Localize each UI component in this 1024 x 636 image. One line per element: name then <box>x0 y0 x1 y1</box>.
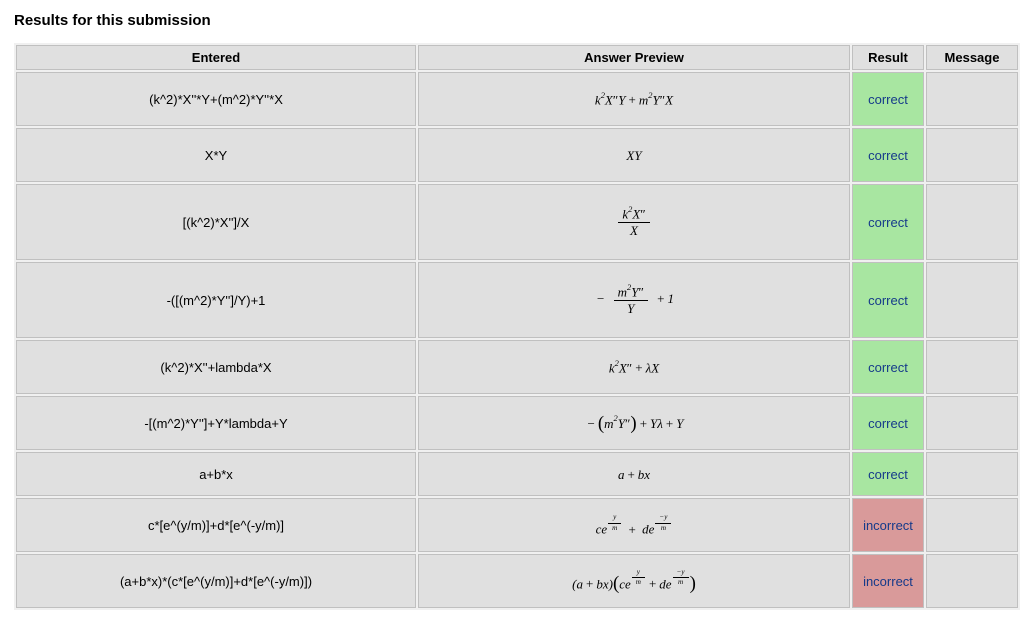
table-header-row: Entered Answer Preview Result Message <box>16 45 1018 70</box>
preview-cell: (a+bx)(ceym+de−ym) <box>418 554 850 608</box>
result-cell: correct <box>852 396 924 450</box>
preview-cell: a+bx <box>418 452 850 496</box>
result-cell: correct <box>852 128 924 182</box>
result-cell: correct <box>852 340 924 394</box>
entered-cell: -[(m^2)*Y'']+Y*lambda+Y <box>16 396 416 450</box>
entered-cell: [(k^2)*X'']/X <box>16 184 416 260</box>
message-cell <box>926 262 1018 338</box>
message-cell <box>926 396 1018 450</box>
message-cell <box>926 340 1018 394</box>
table-row: -([(m^2)*Y'']/Y)+1 − m2Y″ Y +1 correct <box>16 262 1018 338</box>
table-row: (k^2)*X''*Y+(m^2)*Y''*X k2X″Y+m2Y″X corr… <box>16 72 1018 126</box>
col-preview: Answer Preview <box>418 45 850 70</box>
entered-cell: a+b*x <box>16 452 416 496</box>
col-message: Message <box>926 45 1018 70</box>
result-cell: correct <box>852 184 924 260</box>
entered-cell: X*Y <box>16 128 416 182</box>
message-cell <box>926 554 1018 608</box>
preview-cell: k2X″Y+m2Y″X <box>418 72 850 126</box>
preview-cell: ceym + de−ym <box>418 498 850 552</box>
result-cell: incorrect <box>852 498 924 552</box>
entered-cell: (k^2)*X''*Y+(m^2)*Y''*X <box>16 72 416 126</box>
preview-cell: k2X″ X <box>418 184 850 260</box>
results-table: Entered Answer Preview Result Message (k… <box>14 43 1020 610</box>
entered-cell: c*[e^(y/m)]+d*[e^(-y/m)] <box>16 498 416 552</box>
preview-cell: k2X″+λX <box>418 340 850 394</box>
table-row: (a+b*x)*(c*[e^(y/m)]+d*[e^(-y/m)]) (a+bx… <box>16 554 1018 608</box>
preview-cell: XY <box>418 128 850 182</box>
message-cell <box>926 72 1018 126</box>
table-row: X*Y XY correct <box>16 128 1018 182</box>
table-row: (k^2)*X''+lambda*X k2X″+λX correct <box>16 340 1018 394</box>
result-cell: correct <box>852 452 924 496</box>
table-row: [(k^2)*X'']/X k2X″ X correct <box>16 184 1018 260</box>
table-row: c*[e^(y/m)]+d*[e^(-y/m)] ceym + de−ym in… <box>16 498 1018 552</box>
message-cell <box>926 184 1018 260</box>
message-cell <box>926 498 1018 552</box>
table-row: a+b*x a+bx correct <box>16 452 1018 496</box>
preview-cell: −(m2Y″)+Yλ+Y <box>418 396 850 450</box>
page-title: Results for this submission <box>14 12 1010 29</box>
message-cell <box>926 128 1018 182</box>
table-row: -[(m^2)*Y'']+Y*lambda+Y −(m2Y″)+Yλ+Y cor… <box>16 396 1018 450</box>
entered-cell: (k^2)*X''+lambda*X <box>16 340 416 394</box>
col-result: Result <box>852 45 924 70</box>
message-cell <box>926 452 1018 496</box>
result-cell: incorrect <box>852 554 924 608</box>
entered-cell: (a+b*x)*(c*[e^(y/m)]+d*[e^(-y/m)]) <box>16 554 416 608</box>
entered-cell: -([(m^2)*Y'']/Y)+1 <box>16 262 416 338</box>
col-entered: Entered <box>16 45 416 70</box>
result-cell: correct <box>852 72 924 126</box>
result-cell: correct <box>852 262 924 338</box>
preview-cell: − m2Y″ Y +1 <box>418 262 850 338</box>
